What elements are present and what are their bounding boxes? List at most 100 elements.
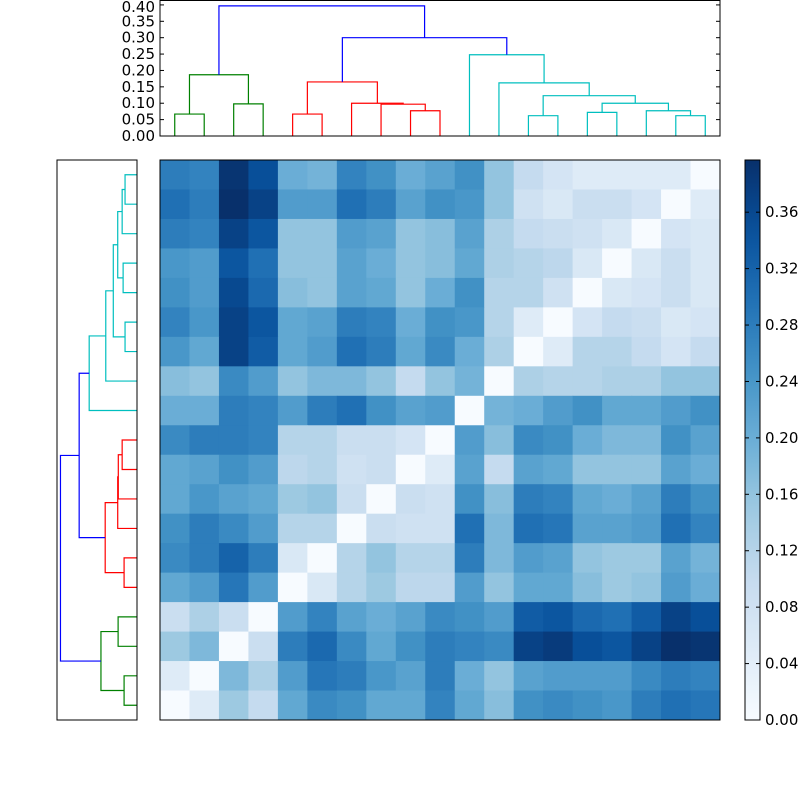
heatmap-cell [602, 277, 633, 308]
heatmap-cell [395, 307, 426, 338]
heatmap-cell [277, 454, 308, 485]
heatmap-cell [366, 513, 397, 544]
heatmap-cell [513, 336, 544, 367]
dendrogram-link [174, 113, 205, 136]
heatmap-cell [395, 336, 426, 367]
heatmap-cell [248, 248, 279, 279]
heatmap-cell [602, 484, 633, 515]
heatmap-cell [661, 631, 692, 662]
top-dendrogram [174, 5, 706, 136]
heatmap-cell [366, 248, 397, 279]
heatmap-cell [307, 454, 338, 485]
heatmap-cell [366, 572, 397, 603]
heatmap-cell [543, 690, 574, 721]
heatmap-cell [454, 543, 485, 574]
heatmap-frame [159, 159, 721, 721]
heatmap-cell [513, 631, 544, 662]
heatmap-cell [690, 160, 721, 190]
heatmap-cell [513, 218, 544, 249]
heatmap-cell [661, 661, 692, 692]
heatmap-cell [454, 690, 485, 721]
heatmap-cell [661, 307, 692, 338]
heatmap-cell [218, 336, 249, 367]
dendrogram-link [121, 188, 137, 235]
heatmap-cell [513, 425, 544, 456]
heatmap-cell [336, 602, 367, 633]
heatmap-cell [572, 248, 603, 279]
heatmap-cell [513, 160, 544, 190]
dendrogram-link [292, 113, 323, 136]
heatmap-cell [248, 543, 279, 574]
heatmap-cell [543, 366, 574, 397]
heatmap-cell [543, 277, 574, 308]
heatmap-cell [160, 543, 190, 574]
heatmap-cell [425, 248, 456, 279]
dendrogram-link [121, 439, 137, 471]
heatmap-cell [690, 661, 721, 692]
heatmap-cell [248, 277, 279, 308]
heatmap-cell [572, 690, 603, 721]
heatmap-cell [248, 425, 279, 456]
heatmap-cell [395, 395, 426, 426]
heatmap-cell [484, 366, 515, 397]
heatmap-cell [425, 690, 456, 721]
heatmap-cell [484, 160, 515, 190]
heatmap-cell [543, 218, 574, 249]
heatmap-cell [218, 631, 249, 662]
colorbar [745, 160, 760, 720]
heatmap-cell [631, 484, 662, 515]
heatmap-cell [336, 661, 367, 692]
heatmap-cell [631, 661, 662, 692]
heatmap-cell [631, 572, 662, 603]
heatmap-cell [572, 602, 603, 633]
heatmap-cell [690, 218, 721, 249]
heatmap-cell [395, 189, 426, 220]
heatmap-cell [189, 690, 220, 721]
heatmap-cell [277, 307, 308, 338]
heatmap-cell [690, 543, 721, 574]
heatmap-cell [160, 160, 190, 190]
heatmap-cell [395, 513, 426, 544]
heatmap-cell [543, 454, 574, 485]
heatmap-cell [602, 572, 633, 603]
left-dendrogram [59, 174, 137, 706]
heatmap-cell [454, 160, 485, 190]
heatmap-cell [661, 602, 692, 633]
heatmap-cell [189, 189, 220, 220]
heatmap-cell [395, 602, 426, 633]
heatmap-cell [690, 513, 721, 544]
colorbar-tick-label: 0.32 [765, 260, 798, 278]
heatmap-cell [484, 307, 515, 338]
heatmap-cell [484, 425, 515, 456]
heatmap-cell [218, 484, 249, 515]
heatmap-cell [366, 661, 397, 692]
heatmap-cell [307, 189, 338, 220]
heatmap-cell [189, 307, 220, 338]
heatmap-cell [395, 631, 426, 662]
dendrogram-link [498, 82, 590, 136]
heatmap-cell [160, 454, 190, 485]
heatmap-cell [277, 513, 308, 544]
ytick-label: 0.15 [122, 78, 155, 96]
heatmap-cell [160, 631, 190, 662]
heatmap-cell [425, 543, 456, 574]
heatmap-cell [484, 395, 515, 426]
heatmap-cell [631, 395, 662, 426]
heatmap-cell [572, 189, 603, 220]
heatmap-cell [513, 661, 544, 692]
heatmap-cell [160, 395, 190, 426]
heatmap-cell [484, 572, 515, 603]
heatmap-cell [336, 218, 367, 249]
heatmap-cell [572, 454, 603, 485]
ytick-label: 0.10 [122, 94, 155, 112]
heatmap-cell [513, 366, 544, 397]
heatmap-cell [218, 572, 249, 603]
heatmap-cell [602, 218, 633, 249]
heatmap-cell [277, 425, 308, 456]
heatmap-cell [189, 425, 220, 456]
dendrogram-link [380, 103, 426, 136]
heatmap-cell [218, 454, 249, 485]
heatmap-cell [661, 277, 692, 308]
ytick-label: 0.05 [122, 111, 155, 129]
heatmap-cell [307, 366, 338, 397]
